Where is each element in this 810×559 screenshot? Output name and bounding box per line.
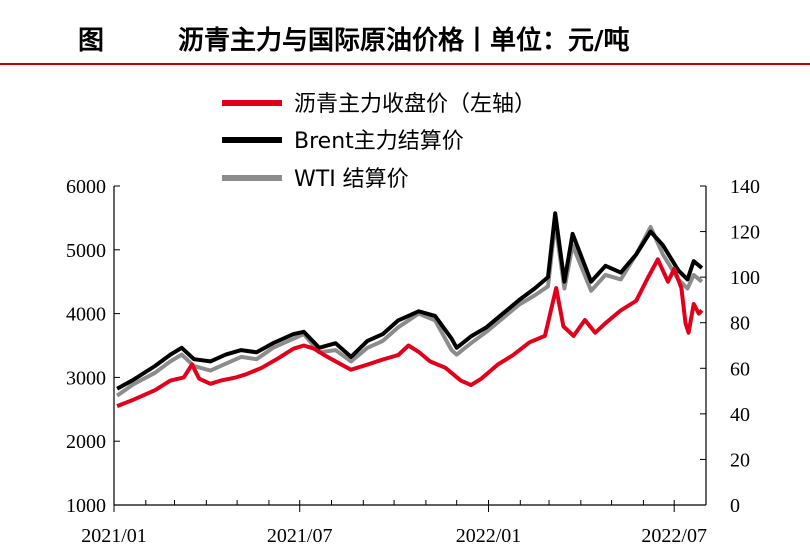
y-right-tick-label: 40 [730,404,750,426]
y-right-tick-label: 0 [730,495,740,517]
y-right-tick-label: 20 [730,449,750,471]
x-tick-label: 2021/01 [81,525,147,547]
axes: 1000 2000 3000 4000 5000 6000 0 20 40 60 80 100 120 1… [66,176,760,547]
plot-area [115,211,704,408]
y-left-tick-label: 4000 [66,304,106,326]
y-right-tick-label: 60 [730,358,750,380]
y-right-tick-label: 140 [730,176,760,198]
y-left-tick-label: 3000 [66,367,106,389]
y-right-tick-label: 120 [730,222,760,244]
figure-label: 图 [78,26,104,56]
legend: 沥青主力收盘价（左轴） Brent主力结算价 WTI 结算价 [222,92,536,192]
y-right-tick-label: 80 [730,313,750,335]
x-tick-label: 2021/07 [267,525,333,547]
legend-label: Brent主力结算价 [294,129,464,154]
legend-label: 沥青主力收盘价（左轴） [294,92,536,117]
series-line-1 [116,211,704,391]
series-line-0 [116,257,704,408]
x-tick-label: 2022/07 [641,525,707,547]
y-left-tick-label: 6000 [66,176,106,198]
y-left-tick-label: 1000 [66,495,106,517]
legend-label: WTI 结算价 [294,167,409,192]
y-left-tick-label: 5000 [66,240,106,262]
series-line-2 [115,220,704,398]
y-right-tick-label: 100 [730,267,760,289]
x-tick-label: 2022/01 [456,525,522,547]
y-left-tick-label: 2000 [66,431,106,453]
chart-title: 沥青主力与国际原油价格丨单位：元/吨 [178,25,630,56]
